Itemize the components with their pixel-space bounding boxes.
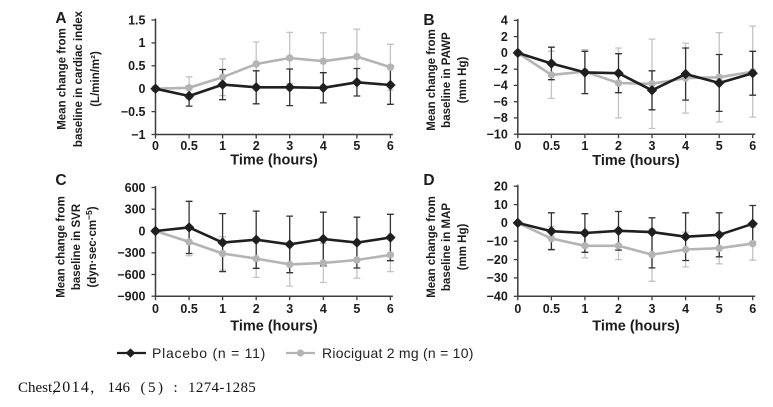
svg-text:300: 300	[125, 203, 146, 217]
svg-text:−2: −2	[494, 63, 508, 77]
svg-text:baseline in SVR: baseline in SVR	[71, 203, 83, 290]
svg-text:1: 1	[581, 139, 588, 153]
svg-text:4: 4	[320, 302, 327, 316]
svg-text:0.5: 0.5	[128, 59, 145, 73]
svg-text:5: 5	[716, 302, 723, 316]
svg-text:−4: −4	[494, 79, 508, 93]
svg-text:D: D	[423, 172, 434, 189]
svg-text:(mm Hg): (mm Hg)	[457, 57, 469, 104]
svg-text:2: 2	[615, 302, 622, 316]
svg-text:baseline in MAP: baseline in MAP	[441, 203, 453, 292]
svg-text:A: A	[55, 10, 66, 27]
svg-text:0: 0	[514, 139, 521, 153]
svg-text:5: 5	[716, 139, 723, 153]
svg-text:20: 20	[494, 180, 508, 194]
svg-text:1: 1	[581, 302, 588, 316]
svg-text:2: 2	[253, 139, 260, 153]
svg-text:Mean change from: Mean change from	[57, 28, 69, 130]
svg-text:0: 0	[139, 224, 146, 238]
svg-text:2014,: 2014,	[53, 379, 96, 396]
svg-text:1274-1285: 1274-1285	[188, 380, 256, 396]
svg-text:146: 146	[108, 380, 131, 396]
svg-text:0: 0	[514, 302, 521, 316]
svg-text:0: 0	[152, 302, 159, 316]
svg-text:0: 0	[139, 82, 146, 96]
svg-text:−6: −6	[494, 95, 508, 109]
svg-text:3: 3	[286, 139, 293, 153]
svg-text:−40: −40	[487, 290, 508, 304]
svg-text:Time (hours): Time (hours)	[592, 153, 680, 169]
svg-text:−300: −300	[117, 246, 145, 260]
svg-text:−600: −600	[117, 268, 145, 282]
svg-text:0: 0	[152, 139, 159, 153]
svg-text:3: 3	[286, 302, 293, 316]
svg-text:Placebo (n = 11): Placebo (n = 11)	[152, 345, 266, 361]
svg-text:1: 1	[139, 36, 146, 50]
svg-text:Time (hours): Time (hours)	[230, 153, 318, 169]
svg-text:0.5: 0.5	[543, 139, 560, 153]
svg-text:4: 4	[682, 139, 689, 153]
svg-text:1.5: 1.5	[128, 13, 145, 27]
svg-text:4: 4	[320, 139, 327, 153]
svg-text:(L/min/m²): (L/min/m²)	[90, 51, 102, 107]
svg-text:10: 10	[494, 198, 508, 212]
svg-text:Mean change from: Mean change from	[426, 29, 438, 131]
svg-text:−900: −900	[117, 290, 145, 304]
svg-text:Mean change from: Mean change from	[426, 196, 438, 298]
svg-text:6: 6	[387, 139, 394, 153]
svg-text:−30: −30	[487, 271, 508, 285]
svg-text:1: 1	[219, 139, 226, 153]
svg-text:C: C	[55, 172, 66, 189]
svg-text:2: 2	[615, 139, 622, 153]
svg-text:2: 2	[253, 302, 260, 316]
svg-text:1: 1	[219, 302, 226, 316]
svg-text:0.5: 0.5	[180, 139, 197, 153]
svg-text:6: 6	[387, 302, 394, 316]
svg-text:−0.5: −0.5	[121, 105, 146, 119]
svg-text:0.5: 0.5	[180, 302, 197, 316]
svg-text:Riociguat 2 mg (n = 10): Riociguat 2 mg (n = 10)	[322, 345, 474, 361]
svg-text:B: B	[423, 12, 434, 29]
svg-text:5: 5	[353, 139, 360, 153]
svg-text:−8: −8	[494, 111, 508, 125]
svg-text:baseline in PAWP: baseline in PAWP	[441, 32, 453, 128]
svg-text:0.5: 0.5	[543, 302, 560, 316]
svg-text::: :	[174, 380, 178, 396]
svg-text:6: 6	[749, 302, 756, 316]
svg-text:baseline in cardiac index: baseline in cardiac index	[73, 10, 85, 147]
svg-text:Time (hours): Time (hours)	[592, 319, 680, 335]
svg-text:4: 4	[682, 302, 689, 316]
svg-text:−10: −10	[487, 128, 508, 142]
svg-text:(5): (5)	[141, 380, 166, 396]
svg-text:3: 3	[649, 302, 656, 316]
svg-text:4: 4	[501, 14, 508, 28]
svg-text:−10: −10	[487, 235, 508, 249]
svg-text:0: 0	[501, 216, 508, 230]
svg-text:−20: −20	[487, 253, 508, 267]
svg-text:Chest,: Chest,	[18, 380, 56, 396]
svg-text:−1: −1	[131, 128, 145, 142]
svg-text:3: 3	[649, 139, 656, 153]
svg-text:0: 0	[501, 46, 508, 60]
svg-text:(dyn·sec·cm−5): (dyn·sec·cm−5)	[84, 206, 99, 287]
svg-text:600: 600	[125, 181, 146, 195]
svg-text:6: 6	[749, 139, 756, 153]
svg-text:Mean change from: Mean change from	[56, 196, 68, 298]
svg-text:(mm Hg): (mm Hg)	[457, 224, 469, 271]
svg-text:Time (hours): Time (hours)	[230, 319, 318, 335]
svg-text:2: 2	[501, 30, 508, 44]
svg-text:5: 5	[353, 302, 360, 316]
